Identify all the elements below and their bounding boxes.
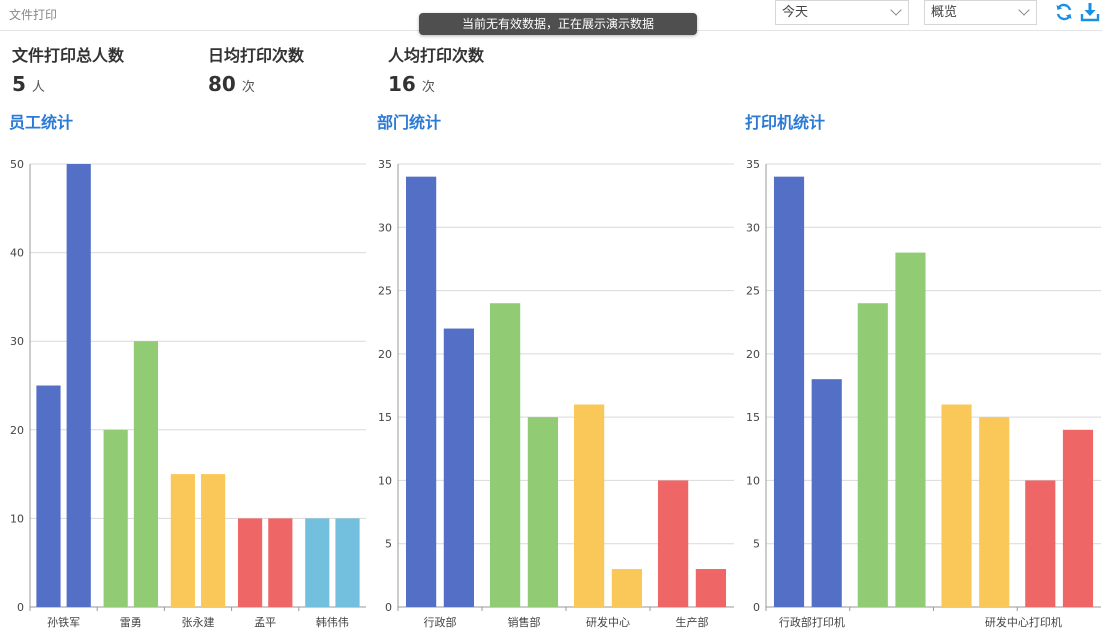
employee-stats-title: 员工统计 bbox=[9, 113, 74, 132]
view-select[interactable]: 概览 bbox=[924, 0, 1037, 25]
bar[interactable] bbox=[66, 164, 91, 607]
x-tick-label: 研发中心打印机 bbox=[985, 615, 1062, 629]
y-tick-label: 10 bbox=[746, 474, 760, 487]
bar[interactable] bbox=[1062, 429, 1094, 607]
y-tick-label: 25 bbox=[378, 285, 392, 298]
y-tick-label: 20 bbox=[378, 348, 392, 361]
y-tick-label: 30 bbox=[746, 221, 760, 234]
printer-stats-title: 打印机统计 bbox=[745, 113, 826, 132]
top-bar: 文件打印 今天 概览 bbox=[0, 0, 1102, 31]
y-tick-label: 0 bbox=[17, 601, 24, 614]
bar[interactable] bbox=[335, 518, 360, 607]
stat-value: 5 bbox=[12, 72, 26, 96]
y-tick-label: 40 bbox=[10, 247, 24, 260]
refresh-icon[interactable] bbox=[1054, 2, 1074, 22]
y-tick-label: 5 bbox=[753, 538, 760, 551]
y-tick-label: 15 bbox=[746, 411, 760, 424]
stat-value: 16 bbox=[388, 72, 416, 96]
bar[interactable] bbox=[443, 328, 475, 607]
x-tick-label: 行政部打印机 bbox=[779, 615, 845, 629]
y-tick-label: 0 bbox=[385, 601, 392, 614]
bar[interactable] bbox=[1025, 480, 1056, 607]
y-tick-label: 35 bbox=[378, 158, 392, 171]
x-tick-label: 雷勇 bbox=[120, 616, 142, 629]
x-tick-label: 销售部 bbox=[508, 615, 541, 629]
bar[interactable] bbox=[857, 303, 888, 607]
chevron-down-icon bbox=[1018, 4, 1030, 16]
department-stats-title: 部门统计 bbox=[377, 113, 442, 132]
download-icon[interactable] bbox=[1080, 2, 1100, 22]
y-tick-label: 10 bbox=[10, 512, 24, 525]
y-tick-label: 10 bbox=[378, 474, 392, 487]
bar[interactable] bbox=[237, 518, 263, 607]
x-tick-label: 生产部 bbox=[676, 615, 709, 629]
y-tick-label: 0 bbox=[753, 601, 760, 614]
y-tick-label: 20 bbox=[10, 424, 24, 437]
stat-label: 日均打印次数 bbox=[208, 46, 305, 65]
bar[interactable] bbox=[573, 404, 605, 607]
stat-unit: 次 bbox=[241, 80, 255, 95]
stat-daily-avg: 日均打印次数 80 次 bbox=[208, 42, 304, 96]
stat-value: 80 bbox=[208, 72, 236, 96]
view-select-value: 概览 bbox=[931, 5, 958, 20]
bar[interactable] bbox=[527, 417, 559, 607]
x-tick-label: 研发中心 bbox=[586, 615, 630, 629]
x-tick-label: 韩伟伟 bbox=[316, 615, 349, 629]
app-title: 文件打印 bbox=[9, 8, 58, 22]
y-tick-label: 35 bbox=[746, 158, 760, 171]
stat-label: 文件打印总人数 bbox=[12, 46, 125, 65]
x-tick-label: 行政部 bbox=[424, 615, 457, 629]
date-select[interactable]: 今天 bbox=[775, 0, 909, 25]
printer-bar-chart: 0 5 10 15 20 25 30 35 行政部打印机 研发中心打印机 bbox=[746, 158, 1101, 629]
bar[interactable] bbox=[489, 303, 521, 607]
bar[interactable] bbox=[36, 385, 61, 608]
y-tick-label: 25 bbox=[746, 285, 760, 298]
stat-unit: 次 bbox=[421, 80, 435, 95]
bar[interactable] bbox=[811, 379, 842, 607]
bar[interactable] bbox=[133, 341, 159, 607]
y-tick-label: 50 bbox=[10, 158, 24, 171]
employee-bar-chart: 0 10 20 30 40 50 孙铁军 雷勇 张永建 孟平 韩伟伟 bbox=[10, 158, 366, 629]
bar[interactable] bbox=[611, 569, 643, 607]
y-tick-label: 30 bbox=[378, 221, 392, 234]
bar[interactable] bbox=[305, 518, 330, 607]
stat-unit: 人 bbox=[31, 80, 45, 95]
bar[interactable] bbox=[895, 252, 926, 607]
bar[interactable] bbox=[979, 417, 1010, 607]
x-tick-label: 张永建 bbox=[182, 615, 215, 629]
department-bar-chart: 0 5 10 15 20 25 30 35 行政部 销售部 研发中心 生产部 bbox=[378, 158, 734, 629]
bar[interactable] bbox=[941, 404, 972, 607]
x-tick-label: 孙铁军 bbox=[47, 616, 80, 629]
y-tick-label: 15 bbox=[378, 411, 392, 424]
bar[interactable] bbox=[657, 480, 689, 607]
bar[interactable] bbox=[268, 518, 293, 607]
stat-per-user-avg: 人均打印次数 16 次 bbox=[388, 42, 484, 96]
demo-data-toast: 当前无有效数据，正在展示演示数据 bbox=[419, 13, 697, 35]
bar[interactable] bbox=[405, 176, 437, 607]
bar[interactable] bbox=[170, 474, 195, 607]
date-select-value: 今天 bbox=[782, 5, 809, 20]
y-tick-label: 20 bbox=[746, 348, 760, 361]
bar[interactable] bbox=[773, 176, 805, 607]
bar[interactable] bbox=[103, 429, 128, 607]
stat-label: 人均打印次数 bbox=[388, 46, 485, 65]
bar[interactable] bbox=[201, 474, 226, 607]
y-tick-label: 5 bbox=[385, 538, 392, 551]
y-tick-label: 30 bbox=[10, 335, 24, 348]
x-tick-label: 孟平 bbox=[254, 616, 276, 629]
bar[interactable] bbox=[695, 569, 727, 607]
chevron-down-icon bbox=[890, 4, 902, 16]
